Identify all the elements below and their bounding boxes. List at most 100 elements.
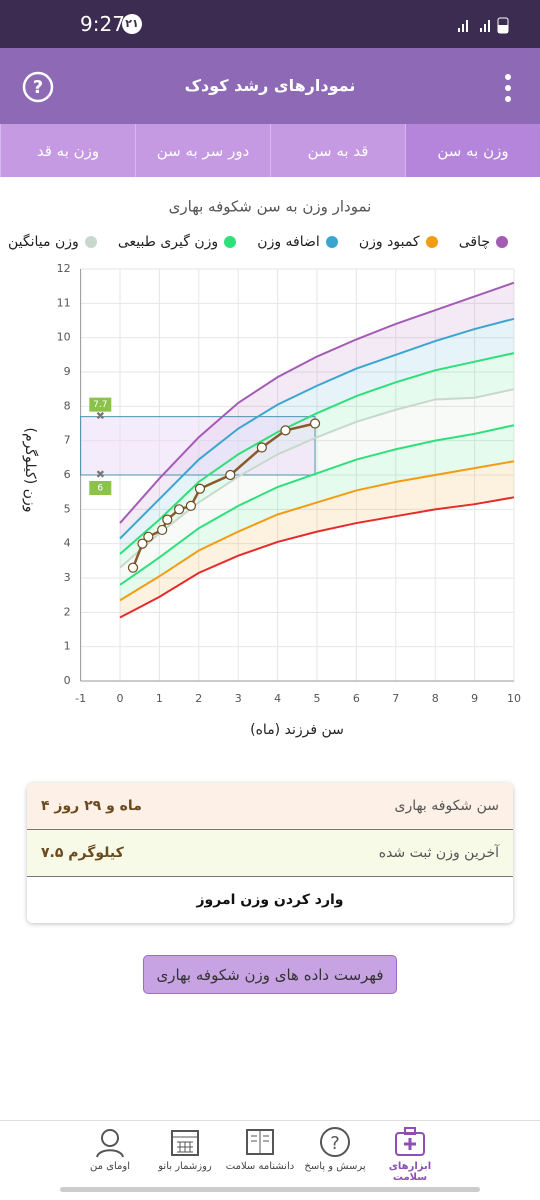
nav-icon bbox=[171, 1130, 199, 1156]
gesture-bar bbox=[0, 1180, 540, 1200]
series-line bbox=[119, 496, 515, 619]
legend: چاقی کمبود وزن اضافه وزن وزن گیری طبیعی وزن … bbox=[8, 234, 508, 250]
y-tick-label: 6 bbox=[64, 468, 71, 481]
list-button[interactable]: فهرست داده های وزن شکوفه بهاری bbox=[143, 955, 397, 994]
data-point bbox=[280, 425, 291, 436]
legend-item: کمبود وزن bbox=[359, 234, 438, 250]
y-tick-label: 3 bbox=[64, 571, 71, 584]
weight-row: آخرین وزن ثبت شده ۷.۵ کیلوگرم bbox=[27, 830, 513, 877]
chart-title: نمودار وزن به سن شکوفه بهاری bbox=[169, 198, 372, 216]
nav-item[interactable]: روزشمار بانو bbox=[145, 1125, 225, 1172]
nav-item[interactable]: اومای من bbox=[70, 1125, 150, 1172]
data-point bbox=[256, 442, 267, 453]
nav-label: روزشمار بانو bbox=[158, 1161, 212, 1172]
help-button[interactable]: ? bbox=[22, 71, 54, 103]
data-point bbox=[194, 483, 206, 494]
data-point bbox=[157, 524, 168, 536]
legend-swatch bbox=[425, 236, 438, 248]
legend-label: وزن میانگین bbox=[8, 234, 79, 250]
x-tick-label: 8 bbox=[432, 692, 439, 705]
range-label-box bbox=[89, 481, 112, 495]
x-tick-label: 2 bbox=[195, 692, 202, 705]
y-tick-label: 4 bbox=[64, 537, 71, 550]
nav-item[interactable]: ابزارهای سلامت bbox=[370, 1125, 450, 1183]
y-axis-label: وزن (کیلوگرم) bbox=[22, 428, 39, 513]
nav-label: پرسش و پاسخ bbox=[304, 1161, 366, 1172]
time: 9:27 bbox=[80, 12, 125, 36]
data-point bbox=[225, 469, 236, 481]
info-card: سن شکوفه بهاری ۴ ماه و ۲۹ روز آخرین وزن … bbox=[27, 783, 513, 923]
y-tick-label: 7 bbox=[64, 434, 71, 447]
x-tick-label: 3 bbox=[235, 692, 242, 705]
nav-label: اومای من bbox=[90, 1161, 130, 1172]
tab[interactable]: قد به سن bbox=[270, 124, 405, 177]
series-line bbox=[119, 281, 515, 524]
data-point bbox=[137, 538, 148, 549]
series-line bbox=[119, 352, 515, 555]
x-tick-label: 5 bbox=[314, 692, 321, 705]
x-tick-label: 9 bbox=[471, 692, 478, 705]
data-point bbox=[143, 531, 154, 542]
nav-icon bbox=[96, 1129, 124, 1158]
enter-weight[interactable]: وارد کردن وزن امروز bbox=[27, 877, 513, 923]
legend-label: کمبود وزن bbox=[358, 234, 420, 250]
nav-item[interactable]: دانشنامه سلامت bbox=[220, 1125, 300, 1172]
legend-swatch bbox=[495, 236, 508, 248]
age-value: ۴ ماه و ۲۹ روز bbox=[41, 798, 142, 814]
tab[interactable]: وزن به قد bbox=[0, 124, 135, 177]
tab[interactable]: دور سر به سن bbox=[135, 124, 270, 177]
age-row: سن شکوفه بهاری ۴ ماه و ۲۹ روز bbox=[27, 783, 513, 830]
range-marker: ✖ bbox=[96, 468, 105, 481]
nav-label: ابزارهای سلامت bbox=[388, 1161, 432, 1183]
enter-weight-label: وارد کردن وزن امروز bbox=[196, 892, 344, 908]
tab-bar: وزن به سن قد به سن دور سر به سن وزن به ق… bbox=[0, 124, 540, 177]
y-tick-label: 5 bbox=[64, 502, 71, 515]
x-tick-label: 0 bbox=[117, 692, 124, 705]
band-fill bbox=[120, 461, 514, 618]
tab[interactable]: وزن به سن bbox=[405, 124, 540, 177]
app-header: ? نمودارهای رشد کودک bbox=[0, 48, 540, 124]
range-box bbox=[80, 416, 316, 476]
x-tick-label: -1 bbox=[75, 692, 86, 705]
bottom-nav: ابزارهای سلامت ? پرسش و پاسخ دانشنامه سل… bbox=[0, 1120, 540, 1183]
range-label: 6 bbox=[97, 484, 103, 494]
series-line bbox=[119, 388, 515, 569]
gesture-handle bbox=[60, 1187, 480, 1192]
x-tick-label: 4 bbox=[274, 692, 281, 705]
legend-label: اضافه وزن bbox=[257, 234, 320, 250]
range-label: 7.7 bbox=[93, 400, 107, 410]
y-tick-label: 9 bbox=[64, 365, 71, 378]
band-fill bbox=[120, 425, 514, 601]
nav-item[interactable]: ? پرسش و پاسخ bbox=[295, 1125, 375, 1172]
svg-text:?: ? bbox=[330, 1133, 340, 1154]
data-point bbox=[309, 418, 321, 429]
x-tick-label: 10 bbox=[507, 692, 521, 705]
legend-label: چاقی bbox=[458, 234, 490, 250]
data-point bbox=[162, 514, 173, 525]
data-point bbox=[127, 562, 139, 573]
weight-label: آخرین وزن ثبت شده bbox=[378, 845, 499, 861]
data-point bbox=[174, 504, 185, 515]
y-tick-label: 2 bbox=[64, 605, 71, 618]
legend-swatch bbox=[224, 236, 237, 248]
series-line bbox=[119, 424, 515, 586]
age-label: سن شکوفه بهاری bbox=[394, 798, 499, 814]
nav-icon bbox=[246, 1129, 274, 1155]
nav-label: دانشنامه سلامت bbox=[225, 1161, 295, 1172]
nav-icon bbox=[395, 1127, 425, 1156]
band-fill bbox=[120, 353, 514, 568]
series-line bbox=[119, 317, 515, 540]
band-fill bbox=[120, 389, 514, 585]
y-tick-label: 12 bbox=[57, 262, 71, 275]
legend-item: چاقی bbox=[459, 234, 508, 250]
x-tick-label: 6 bbox=[353, 692, 360, 705]
band-fill bbox=[120, 318, 514, 554]
menu-button[interactable] bbox=[502, 72, 514, 104]
x-tick-label: 1 bbox=[156, 692, 163, 705]
x-tick-label: 7 bbox=[392, 692, 399, 705]
svg-text:?: ? bbox=[33, 77, 43, 98]
nav-icon: ? bbox=[320, 1127, 350, 1157]
y-tick-label: 10 bbox=[57, 331, 71, 344]
